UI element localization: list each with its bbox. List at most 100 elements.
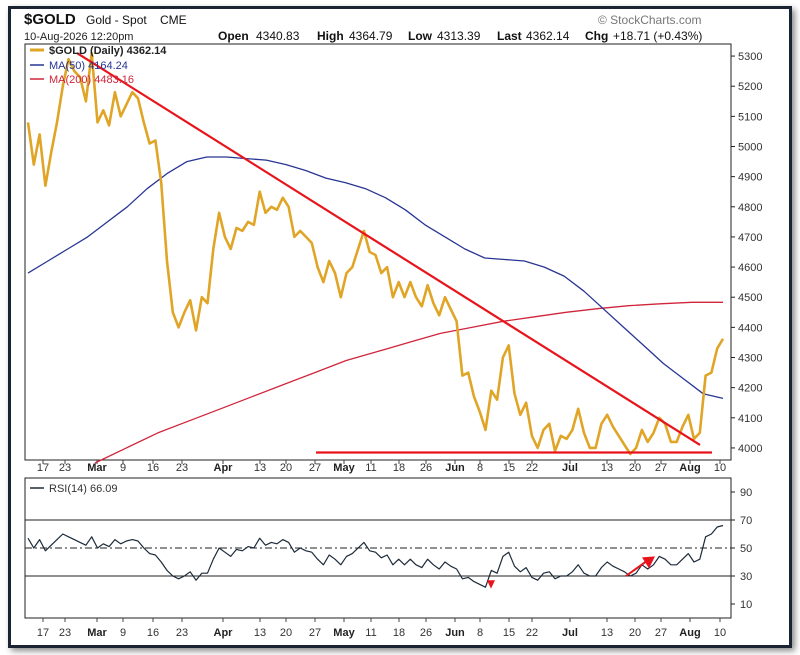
rsi-x-tick-label: 20 (629, 627, 641, 639)
price-y-tick-label: 4800 (738, 202, 762, 214)
watermark: © StockCharts.com (598, 13, 702, 27)
change-label: Chg (585, 29, 608, 43)
low-label: Low (408, 29, 433, 43)
rsi-x-tick-label: 13 (601, 627, 613, 639)
rsi-x-tick-label: 20 (280, 627, 292, 639)
rsi-series (27, 524, 724, 589)
price-x-tick-label: 10 (714, 462, 726, 474)
price-y-tick-label: 4600 (738, 262, 762, 274)
legend-ma200: MA(200) 4483.16 (49, 74, 134, 86)
rsi-x-tick-label: Aug (679, 627, 700, 639)
price-x-tick-label: 11 (365, 462, 376, 474)
ma50-line (27, 156, 724, 400)
price-y-tick-label: 4500 (738, 292, 762, 304)
price-x-tick-label: 20 (629, 462, 641, 474)
rsi-y-axis: 10 30 50 70 90 (25, 487, 752, 611)
price-y-tick-label: 5000 (738, 141, 762, 153)
price-series (26, 51, 725, 464)
price-y-tick-label: 5200 (738, 81, 762, 93)
rsi-y-tick-label: 30 (740, 571, 752, 583)
rsi-y-tick-label: 90 (740, 487, 752, 499)
price-y-tick-label: 4700 (738, 232, 762, 244)
rsi-x-tick-label: 9 (120, 627, 126, 639)
price-y-axis: 4000 4100 4200 4300 4400 4500 4600 4700 4800 4900… (731, 51, 762, 455)
price-x-tick-label: 13 (601, 462, 613, 474)
rsi-x-tick-label: May (333, 627, 355, 639)
price-y-tick-label: 4100 (738, 413, 762, 425)
price-x-tick-label: 17 (37, 462, 49, 474)
price-x-tick-label: 15 (503, 462, 515, 474)
rsi-x-tick-label: 17 (37, 627, 49, 639)
rsi-x-tick-label: 27 (655, 627, 667, 639)
open-label: Open (218, 29, 249, 43)
price-x-axis: 17 23 Mar 9 16 23 Apr 13 20 27 May 11 18 26 Jun 8 15 22 Ju… (37, 460, 726, 474)
price-x-tick-label: Aug (679, 462, 700, 474)
rsi-x-tick-label: 22 (526, 627, 538, 639)
price-x-tick-label: 20 (280, 462, 292, 474)
exchange: CME (160, 13, 187, 27)
symbol: $GOLD (24, 11, 76, 28)
rsi-x-axis: 17 23 Mar 9 16 23 Apr 13 20 27 May 11 18 26 Jun 8 15 22 Ju… (37, 618, 726, 639)
downtrend-line (76, 52, 701, 446)
price-x-tick-label: Jun (445, 462, 465, 474)
last-label: Last (497, 29, 522, 43)
price-line (26, 51, 725, 456)
high-label: High (317, 29, 344, 43)
rsi-oversold-marker (487, 580, 495, 589)
legend-rsi: RSI(14) 66.09 (49, 483, 117, 495)
ma200-line (94, 301, 723, 464)
price-x-tick-label: 22 (526, 462, 538, 474)
price-y-tick-label: 5100 (738, 111, 762, 123)
price-x-tick-label: 18 (393, 462, 405, 474)
change-value: +18.71 (+0.43%) (613, 29, 702, 43)
price-x-tick-label: Jul (562, 462, 578, 474)
rsi-x-tick-label: 11 (365, 627, 376, 639)
price-x-tick-label: 16 (147, 462, 159, 474)
rsi-x-tick-label: Jun (445, 627, 465, 639)
timestamp: 10-Aug-2026 12:20pm (24, 31, 133, 43)
price-y-tick-label: 4900 (738, 172, 762, 184)
price-x-tick-label: 26 (420, 462, 432, 474)
rsi-x-tick-label: 26 (420, 627, 432, 639)
high-value: 4364.79 (349, 29, 393, 43)
instrument-name: Gold - Spot (86, 13, 147, 27)
trend-annotations (76, 52, 712, 454)
rsi-x-tick-label: 13 (254, 627, 266, 639)
price-y-tick-label: 4000 (738, 443, 762, 455)
price-x-tick-label: 9 (120, 462, 126, 474)
rsi-x-tick-label: Mar (87, 627, 107, 639)
rsi-x-tick-label: 15 (503, 627, 515, 639)
rsi-x-tick-label: 27 (309, 627, 321, 639)
price-x-tick-label: 23 (59, 462, 71, 474)
open-value: 4340.83 (256, 29, 300, 43)
rsi-x-tick-label: Jul (562, 627, 578, 639)
rsi-x-tick-label: 10 (714, 627, 726, 639)
low-value: 4313.39 (437, 29, 481, 43)
price-x-tick-label: 27 (655, 462, 667, 474)
legend-price: $GOLD (Daily) 4362.14 (49, 45, 167, 57)
last-value: 4362.14 (526, 29, 570, 43)
rsi-x-tick-label: 23 (176, 627, 188, 639)
rsi-x-tick-label: Apr (214, 627, 234, 639)
price-x-tick-label: Mar (87, 462, 107, 474)
rsi-x-tick-label: 16 (147, 627, 159, 639)
rsi-y-tick-label: 50 (740, 543, 752, 555)
legend-ma50: MA(50) 4164.24 (49, 60, 128, 72)
rsi-line (27, 524, 724, 588)
price-x-tick-label: 13 (254, 462, 266, 474)
rsi-y-tick-label: 70 (740, 515, 752, 527)
price-y-tick-label: 4200 (738, 383, 762, 395)
price-x-tick-label: 27 (309, 462, 321, 474)
price-x-tick-label: 23 (176, 462, 188, 474)
price-x-tick-label: Apr (214, 462, 234, 474)
rsi-arrow-head (642, 556, 655, 569)
rsi-y-tick-label: 10 (740, 599, 752, 611)
rsi-x-tick-label: 23 (59, 627, 71, 639)
price-x-tick-label: May (333, 462, 355, 474)
price-y-tick-label: 4300 (738, 353, 762, 365)
rsi-x-tick-label: 18 (393, 627, 405, 639)
rsi-x-tick-label: 8 (477, 627, 483, 639)
price-y-tick-label: 4400 (738, 322, 762, 334)
price-x-tick-label: 8 (477, 462, 483, 474)
